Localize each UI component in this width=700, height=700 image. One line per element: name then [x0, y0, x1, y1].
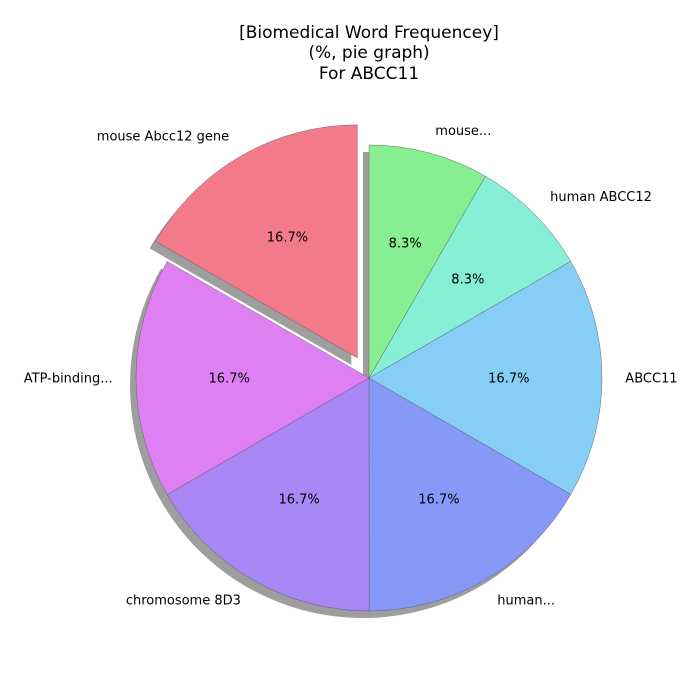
pie-slice-chromosome-8d3	[166, 377, 370, 612]
pie-category-label-human-abcc12: human ABCC12	[550, 190, 652, 205]
pie-pct-label-human-abcc12: 8.3%	[451, 273, 484, 288]
pie-category-label-chromosome-8d3: chromosome 8D3	[126, 593, 241, 608]
chart-title-line-2: (%, pie graph)	[308, 43, 429, 63]
pie-category-label-abcc11: ABCC11	[625, 371, 677, 386]
pie-slice-atp-binding	[135, 261, 370, 495]
pie-slice-mouse-abcc12-gene	[155, 124, 358, 359]
pie-category-label-atp-binding: ATP-binding...	[24, 372, 113, 387]
pie-pct-label-mouse-abcc12-gene: 16.7%	[267, 230, 308, 245]
pie-slice-human-abcc12	[368, 175, 571, 379]
pie-category-label-mouse: mouse...	[435, 124, 491, 139]
chart-title: [Biomedical Word Frequencey] (%, pie gra…	[239, 23, 499, 84]
pie-pct-label-atp-binding: 16.7%	[209, 372, 250, 387]
pie-pct-label-chromosome-8d3: 16.7%	[278, 493, 319, 508]
pie-pct-label-abcc11: 16.7%	[488, 371, 529, 386]
pie-slice-abcc11	[368, 261, 603, 495]
chart-title-line-1: [Biomedical Word Frequencey]	[239, 23, 499, 43]
pie-category-label-human: human...	[497, 593, 555, 608]
pie-category-label-mouse-abcc12-gene: mouse Abcc12 gene	[97, 129, 229, 144]
pie-pct-label-human: 16.7%	[418, 493, 459, 508]
pie-slice-human	[368, 377, 572, 612]
chart-title-line-3: For ABCC11	[319, 64, 419, 84]
pie-slice-mouse	[368, 144, 486, 379]
pie-pct-label-mouse: 8.3%	[389, 236, 422, 251]
